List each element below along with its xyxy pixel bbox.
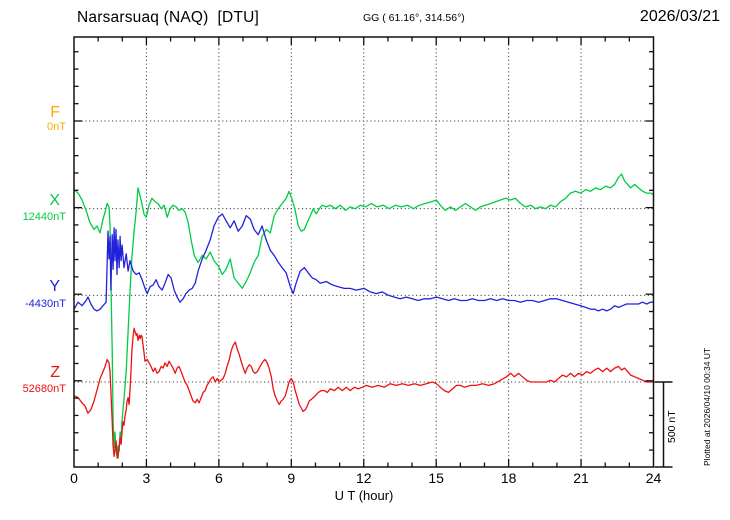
x-tick-label: 12 [355,470,372,486]
trace-x [73,173,655,459]
component-baseline-value-z: 52680nT [22,383,66,395]
x-tick-label: 15 [428,470,444,486]
geographic-coordinates: GG ( 61.16°, 314.56°) [363,12,465,24]
component-baseline-value-x: 12440nT [22,211,66,223]
x-tick-label: 6 [214,470,223,486]
x-tick-label: 24 [645,470,662,486]
trace-y [73,213,655,312]
component-baseline-value-f: 0nT [47,121,66,133]
station-title: Narsarsuaq (NAQ) [DTU] [77,9,260,26]
x-tick-label: 9 [287,470,296,486]
component-baseline-value-y: -4430nT [25,298,66,310]
component-letter-z: Z [50,364,60,381]
component-letter-f: F [50,104,60,121]
x-tick-label: 21 [573,470,589,486]
x-tick-label: 3 [142,470,151,486]
trace-z [73,327,655,459]
component-letter-y: Y [49,278,60,295]
component-letter-x: X [49,192,60,209]
x-axis-label: U T (hour) [334,488,394,503]
scale-bar-label: 500 nT [666,410,678,443]
x-tick-label: 0 [70,470,78,486]
plotted-at-note: Plotted at 2026/04/10 00:34 UT [702,347,712,466]
plot-date: 2026/03/21 [639,8,720,25]
x-tick-label: 18 [500,470,517,486]
